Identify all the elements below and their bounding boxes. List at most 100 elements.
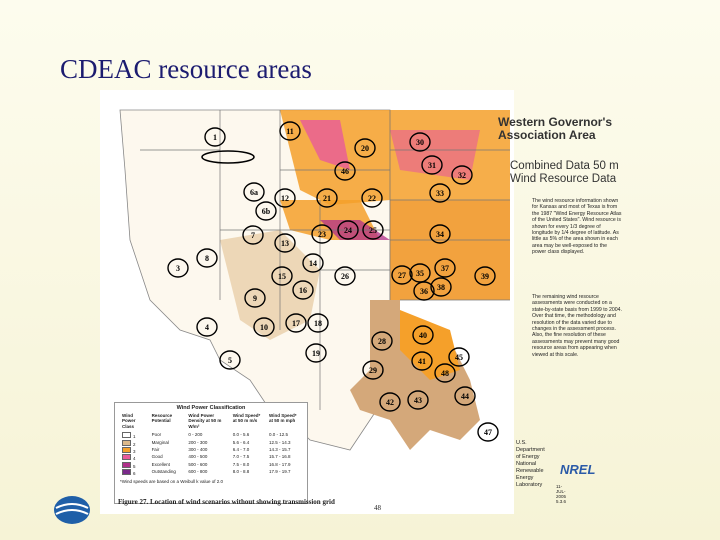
area-outline <box>391 265 413 285</box>
legend-swatch <box>122 461 131 468</box>
legend-swatch <box>122 454 131 461</box>
legend: Wind Power Classification Wind Power Cla… <box>114 402 308 504</box>
legend-text: 1 <box>133 434 136 440</box>
legend-cell: 300 - 400 <box>185 447 229 454</box>
area-outline <box>307 313 329 333</box>
legend-text: Fair <box>151 447 160 453</box>
area-outline <box>204 127 226 147</box>
area-label: 7 <box>251 231 255 240</box>
legend-cell: 8.0 - 8.8 <box>230 469 266 476</box>
legend-cell: 600 - 800 <box>185 469 229 476</box>
legend-cell: Poor <box>149 432 186 439</box>
area-label: 43 <box>414 396 422 405</box>
map-note: The wind resource information shown for … <box>532 198 622 256</box>
area-outline <box>434 363 456 383</box>
area-outline <box>407 390 429 410</box>
legend-header: Wind Power Class <box>122 413 136 429</box>
area-outline <box>274 233 296 253</box>
area-outline <box>253 317 275 337</box>
area-outline <box>474 266 496 286</box>
area-label: 6b <box>262 207 271 216</box>
area-label: 5 <box>228 356 232 365</box>
legend-cell: 6 <box>119 469 149 476</box>
area-outline <box>429 183 451 203</box>
legend-text: 600 - 800 <box>188 469 208 475</box>
agency-line: U.S. Department of Energy <box>516 440 545 460</box>
legend-text: 200 - 300 <box>188 439 208 445</box>
area-outline <box>362 220 384 240</box>
slide-title: CDEAC resource areas <box>60 54 312 84</box>
area-outline <box>451 165 473 185</box>
legend-header-row: Wind Power Class Resource Potential Wind P… <box>119 413 303 432</box>
area-outline <box>337 220 359 240</box>
legend-swatch <box>122 432 131 439</box>
area-label: 33 <box>436 189 444 198</box>
area-outline <box>371 331 393 351</box>
legend-table: Wind Power Class Resource Potential Wind P… <box>119 413 303 477</box>
area-label: 9 <box>253 294 257 303</box>
legend-cell: 15.7 - 16.8 <box>266 454 303 461</box>
legend-text: Poor <box>151 432 162 438</box>
unlabeled-area <box>201 150 255 164</box>
area-label: 31 <box>428 161 436 170</box>
area-outline <box>411 351 433 371</box>
area-outline <box>430 277 452 297</box>
legend-cell: 400 - 500 <box>185 454 229 461</box>
legend-cell: 16.8 - 17.9 <box>266 462 303 469</box>
area-label: 39 <box>481 272 489 281</box>
legend-cell: Excellent <box>149 462 186 469</box>
area-label: 10 <box>260 323 268 332</box>
legend-cell: 200 - 300 <box>185 440 229 447</box>
area-outline <box>311 224 333 244</box>
area-label: 34 <box>436 230 444 239</box>
area-label: 36 <box>420 287 428 296</box>
legend-row: 4 Good 400 - 500 7.0 - 7.5 15.7 - 16.8 <box>119 454 303 461</box>
legend-text: 14.3 - 15.7 <box>269 447 291 453</box>
area-outline <box>354 138 376 158</box>
legend-cell: Fair <box>149 447 186 454</box>
area-outline <box>305 343 327 363</box>
map-date: 11-JUL-2005 5.3.6 <box>556 484 567 504</box>
legend-cell: 3 <box>119 447 149 454</box>
area-label: 42 <box>386 398 394 407</box>
agency-line: National Renewable Energy Laboratory <box>516 461 544 488</box>
area-label: 28 <box>378 337 386 346</box>
legend-header: Resource Potential <box>151 413 173 424</box>
area-label: 3 <box>176 264 180 273</box>
area-label: 32 <box>458 171 466 180</box>
legend-cell: 500 - 600 <box>185 462 229 469</box>
legend-cell: 7.5 - 8.0 <box>230 462 266 469</box>
area-label: 23 <box>318 230 326 239</box>
legend-cell: 14.3 - 15.7 <box>266 447 303 454</box>
legend-row: 3 Fair 300 - 400 6.4 - 7.0 14.3 - 15.7 <box>119 447 303 454</box>
area-label: 18 <box>314 319 322 328</box>
area-label: 17 <box>292 319 300 328</box>
legend-row: 2 Marginal 200 - 300 5.6 - 6.4 12.5 - 14.3 <box>119 439 303 447</box>
area-label: 8 <box>205 254 209 263</box>
area-label: 38 <box>437 283 445 292</box>
legend-text: Marginal <box>151 439 169 445</box>
legend-text: 0.0 - 5.6 <box>232 432 250 438</box>
area-label: 12 <box>281 194 289 203</box>
map-figure: 1 11 20 30 31 32 33 46 6a 6b 12 21 22 7 13 23 24 25 34 8 3 14… <box>100 90 622 514</box>
area-label: 21 <box>323 194 331 203</box>
legend-cell: 5.6 - 6.4 <box>230 440 266 447</box>
legend-text: 17.9 - 19.7 <box>269 469 291 475</box>
area-outline <box>448 347 470 367</box>
area-outline <box>421 155 443 175</box>
area-outline <box>243 182 265 202</box>
legend-header: Wind Power Density at 50 m W/m² <box>188 413 222 429</box>
area-outline <box>412 325 434 345</box>
legend-cell: Outstanding <box>149 469 186 476</box>
area-outline <box>334 266 356 286</box>
area-label: 1 <box>213 133 217 142</box>
area-label: 35 <box>416 269 424 278</box>
area-outline <box>244 288 266 308</box>
nrel-logo: NREL <box>560 462 596 477</box>
area-outline <box>334 161 356 181</box>
legend-cell: 5 <box>119 461 149 469</box>
legend-title: Wind Power Classification <box>176 405 246 411</box>
legend-row: 1 Poor 0 - 200 0.0 - 5.6 0.0 - 12.5 <box>119 432 303 439</box>
